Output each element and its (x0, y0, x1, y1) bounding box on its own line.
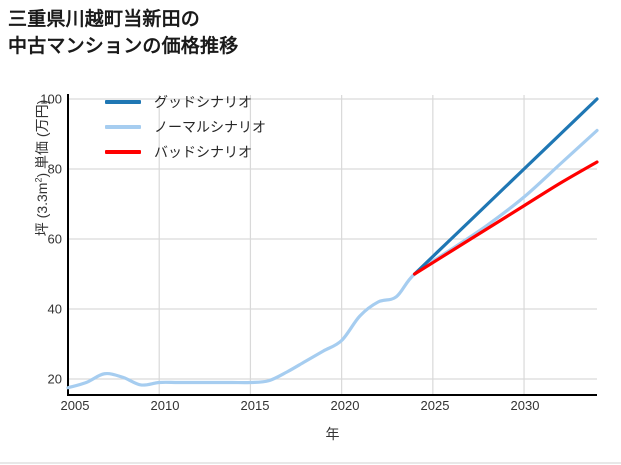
chart-title-line-1: 三重県川越町当新田の (8, 9, 201, 30)
x-tick-2010: 2010 (150, 398, 180, 413)
y-tick-100: 100 (40, 91, 62, 107)
legend-label-normal: ノーマルシナリオ (154, 118, 266, 135)
y-tick-60: 60 (47, 231, 62, 247)
y-tick-20: 20 (47, 371, 62, 387)
x-tick-2025: 2025 (420, 398, 450, 413)
x-tick-2005: 2005 (60, 398, 90, 413)
series-line-bad (412, 160, 599, 276)
axis-spines (67, 94, 597, 396)
x-tick-2030: 2030 (510, 398, 540, 413)
chart-legend: グッドシナリオ ノーマルシナリオ バッドシナリオ (105, 89, 320, 164)
x-tick-2015: 2015 (240, 398, 270, 413)
legend-swatch-normal-icon (105, 124, 141, 129)
legend-label-bad: バッドシナリオ (154, 143, 252, 160)
x-tick-2020: 2020 (330, 398, 360, 413)
chart-title: 三重県川越町当新田の 中古マンションの価格推移 (8, 6, 608, 60)
legend-item-normal: ノーマルシナリオ (105, 114, 320, 139)
y-axis-ticks: 100 80 60 40 20 (18, 0, 62, 465)
bottom-divider (0, 462, 621, 464)
series-line-good (412, 97, 599, 276)
legend-item-good: グッドシナリオ (105, 89, 320, 114)
y-tick-40: 40 (47, 301, 62, 317)
chart-title-line-2: 中古マンションの価格推移 (8, 36, 239, 57)
legend-item-bad: バッドシナリオ (105, 139, 320, 164)
legend-swatch-bad-icon (105, 149, 141, 154)
legend-swatch-good-icon (105, 99, 141, 104)
series-lines (66, 97, 599, 390)
y-tick-80: 80 (47, 161, 62, 177)
legend-label-good: グッドシナリオ (154, 93, 252, 110)
x-axis-label: 年 (325, 426, 340, 442)
